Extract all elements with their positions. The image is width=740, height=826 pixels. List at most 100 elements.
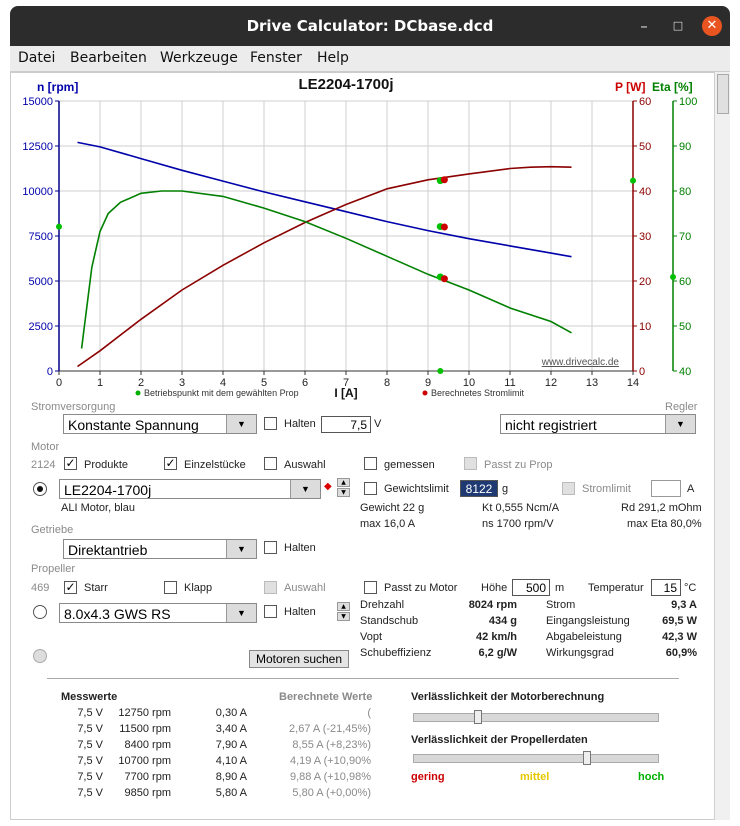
gewichtslimit-checkbox[interactable] (364, 482, 377, 495)
motor-description: ALI Motor, blau (61, 502, 135, 514)
y-eta-tick-label: 70 (679, 231, 691, 243)
prop-starr-checkbox[interactable]: ✓ (64, 580, 77, 594)
result-label: Standschub (360, 615, 419, 627)
menu-bearbeiten[interactable]: Bearbeiten (70, 50, 147, 66)
maximize-button[interactable]: □ (672, 19, 684, 32)
result-value: 42,3 W (662, 631, 697, 643)
x-tick-label: 14 (627, 377, 639, 389)
meas-current: 0,30 A (215, 707, 247, 719)
disabled-radio[interactable] (33, 649, 47, 663)
motor-passt-label: Passt zu Prop (484, 459, 553, 471)
meas-rpm: 8400 rpm (124, 739, 171, 751)
power-halten-checkbox[interactable] (264, 417, 277, 430)
motor-produkte-checkbox[interactable]: ✓ (64, 456, 77, 470)
meas-voltage: 7,5 V (77, 787, 103, 799)
hoehe-unit: m (555, 582, 565, 594)
motor-max-eta: max Eta 80,0% (627, 518, 702, 530)
stromlimit-label: Stromlimit (582, 483, 631, 495)
motor-reliability-bar (413, 710, 659, 724)
prop-reliability-thumb (582, 751, 591, 765)
result-value: 6,2 g/W (478, 647, 517, 659)
motor-ns: ns 1700 rpm/V (482, 518, 554, 530)
meas-current: 8,90 A (215, 771, 247, 783)
prop-select[interactable]: 8.0x4.3 GWS RS ▼ (59, 603, 257, 623)
chevron-down-icon[interactable]: ▼ (226, 415, 256, 433)
y-left-tick-label: 0 (47, 366, 53, 378)
regler-value: nicht registriert (505, 417, 597, 433)
scrollbar-thumb[interactable] (717, 74, 729, 114)
power-mode-select[interactable]: Konstante Spannung ▼ (63, 414, 257, 434)
prop-radio[interactable] (33, 605, 47, 619)
voltage-input[interactable]: 7,5 (321, 416, 371, 433)
prop-passt-checkbox[interactable] (364, 581, 377, 594)
gewichtslimit-input[interactable]: 8122 (460, 480, 498, 497)
result-label: Eingangsleistung (546, 615, 630, 627)
reliability-low-label: gering (411, 771, 445, 783)
motor-spin-down[interactable]: ▼ (337, 488, 350, 497)
prop-klapp-checkbox[interactable] (164, 581, 177, 594)
x-tick-label: 1 (97, 377, 103, 389)
menu-datei[interactable]: Datei (18, 50, 56, 66)
motor-gemessen-checkbox[interactable] (364, 457, 377, 470)
meas-voltage: 7,5 V (77, 771, 103, 783)
section-prop-label: Propeller (31, 563, 76, 575)
meas-current: 3,40 A (215, 723, 247, 735)
reliability-high-label: hoch (638, 771, 665, 783)
motor-radio[interactable] (33, 482, 47, 496)
prop-auswahl-checkbox[interactable] (264, 581, 277, 594)
vertical-scrollbar[interactable] (714, 72, 730, 820)
regler-select[interactable]: nicht registriert ▼ (500, 414, 696, 434)
prop-reliability-bar (413, 751, 659, 765)
meas-voltage: 7,5 V (77, 707, 103, 719)
axis-marker-p (630, 177, 636, 184)
chevron-down-icon[interactable]: ▼ (226, 540, 256, 558)
motor-spin-up[interactable]: ▲ (337, 478, 350, 487)
y-eta-tick-label: 80 (679, 186, 691, 198)
temperatur-unit: °C (684, 582, 697, 594)
gear-halten-label: Halten (284, 542, 316, 554)
gewichtslimit-label: Gewichtslimit (384, 483, 449, 495)
minimize-button[interactable]: – (640, 17, 648, 35)
x-tick-label: 5 (261, 377, 267, 389)
prop-spin-down[interactable]: ▼ (337, 612, 350, 621)
motor-max: max 16,0 A (360, 518, 416, 530)
prop-spin-up[interactable]: ▲ (337, 602, 350, 611)
stromlimit-unit: A (687, 483, 695, 495)
hoehe-input[interactable]: 500 (512, 579, 550, 596)
chevron-down-icon[interactable]: ▼ (665, 415, 695, 433)
motor-passt-checkbox[interactable] (464, 457, 477, 470)
red-diamond-icon: ◆ (324, 481, 332, 492)
power-halten-label: Halten (284, 418, 316, 430)
motor-einzel-checkbox[interactable]: ✓ (164, 456, 177, 470)
x-tick-label: 8 (384, 377, 390, 389)
chevron-down-icon[interactable]: ▼ (226, 604, 256, 622)
result-value: 60,9% (665, 647, 697, 659)
result-label: Drehzahl (360, 599, 405, 611)
menu-help[interactable]: Help (317, 50, 349, 66)
stromlimit-checkbox[interactable] (562, 482, 575, 495)
prop-auswahl-label: Auswahl (284, 582, 326, 594)
x-tick-label: 7 (343, 377, 349, 389)
temperatur-input[interactable]: 15 (651, 579, 681, 596)
x-tick-label: 12 (545, 377, 557, 389)
motor-select[interactable]: LE2204-1700j ▼ (59, 479, 321, 499)
meas-rpm: 7700 rpm (124, 771, 171, 783)
motoren-suchen-button[interactable]: Motoren suchen (249, 650, 349, 668)
motor-auswahl-checkbox[interactable] (264, 457, 277, 470)
chevron-down-icon[interactable]: ▼ (290, 480, 320, 498)
gear-halten-checkbox[interactable] (264, 541, 277, 554)
stromlimit-input[interactable] (651, 480, 681, 497)
prop-halten-checkbox[interactable] (264, 605, 277, 618)
close-button[interactable]: ✕ (702, 16, 722, 36)
result-value: 9,3 A (671, 599, 697, 611)
series-P-line (77, 165, 572, 368)
result-value: 8024 rpm (468, 599, 517, 611)
menu-werkzeuge[interactable]: Werkzeuge (160, 50, 238, 66)
reliability-mid-label: mittel (520, 771, 550, 783)
motor-kt: Kt 0,555 Ncm/A (482, 502, 560, 514)
gear-select[interactable]: Direktantrieb ▼ (63, 539, 257, 559)
prop-count: 469 (31, 582, 50, 594)
menu-fenster[interactable]: Fenster (250, 50, 302, 66)
voltage-unit: V (374, 418, 382, 430)
y-eta-tick-label: 40 (679, 366, 691, 378)
